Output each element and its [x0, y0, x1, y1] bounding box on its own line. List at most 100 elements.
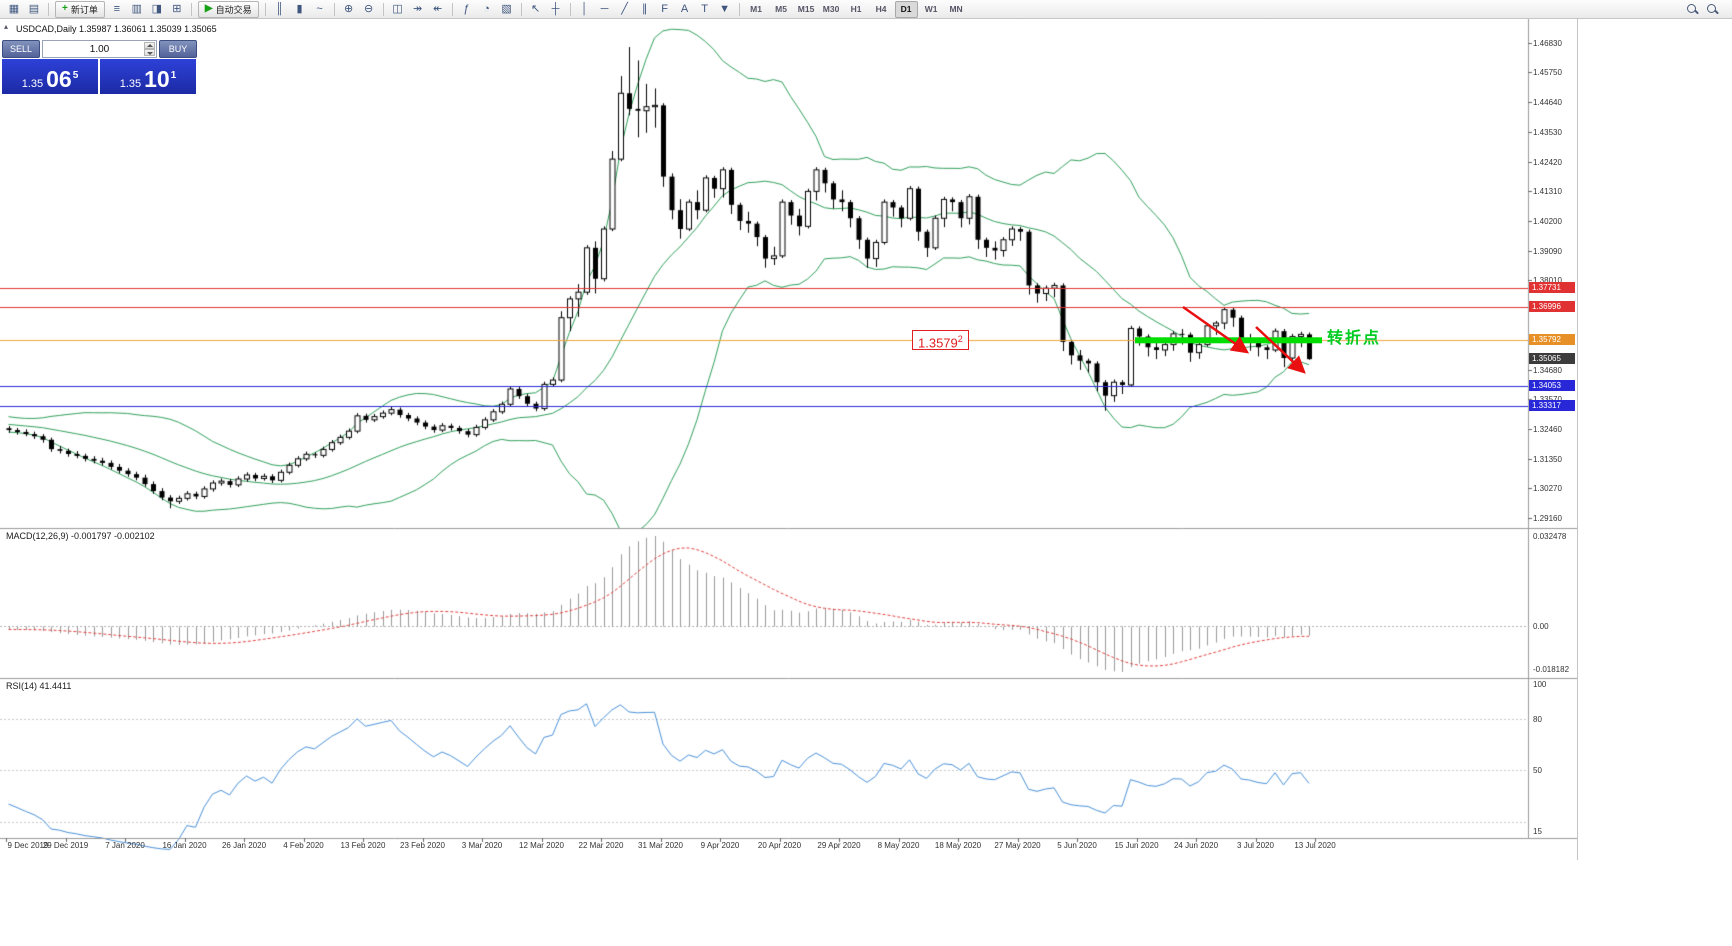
timeframe-m30[interactable]: M30	[822, 4, 840, 14]
plus-icon: +	[62, 3, 68, 14]
macd-scale-min: -0.018182	[1533, 665, 1570, 674]
indicators-icon[interactable]: ƒ	[463, 3, 470, 15]
price-axis-tick: 1.30270	[1533, 484, 1562, 494]
rsi-scale-100: 100	[1533, 680, 1547, 689]
buy-button[interactable]: BUY	[159, 40, 197, 58]
price-callout[interactable]: 1.35792	[912, 330, 969, 350]
auto-scroll-icon[interactable]: ↠	[412, 3, 423, 15]
cursor-icon[interactable]: ↖	[530, 3, 541, 15]
shapes-dropdown-icon[interactable]: ▼	[719, 3, 731, 15]
price-axis-tick: 1.42420	[1533, 157, 1562, 167]
price-callout-sup: 2	[957, 334, 963, 344]
price-axis-tick: 1.32460	[1533, 425, 1562, 435]
toolbar-separator	[264, 2, 266, 16]
zoom-in-icon[interactable]: ⊕	[343, 3, 354, 15]
crosshair-icon[interactable]: ┼	[551, 3, 560, 15]
autotrading-button[interactable]: ▶ 自动交易	[197, 0, 259, 18]
channel-icon[interactable]: ∥	[641, 3, 648, 15]
price-axis-tick: 1.41310	[1533, 187, 1562, 197]
line-chart-icon[interactable]: ~	[316, 3, 323, 15]
price-axis-tick: 1.39090	[1533, 247, 1562, 257]
chart-shift-icon[interactable]: ↞	[432, 3, 443, 15]
timeframe-m5[interactable]: M5	[775, 4, 787, 14]
price-axis-tick: 1.34680	[1533, 365, 1562, 375]
timeframe-mn[interactable]: MN	[949, 4, 963, 14]
rsi-indicator-label: RSI(14) 41.4411	[6, 681, 72, 691]
trend-arrow[interactable]	[1182, 305, 1250, 354]
market-watch-icon[interactable]: ≡	[113, 3, 121, 15]
one-click-trading-panel: SELL 1.00 BUY 1.35 06 5 1.35 10 1	[2, 40, 197, 94]
toolbar-separator	[382, 2, 384, 16]
timeframe-d1[interactable]: D1	[894, 0, 918, 18]
timeframe-h4[interactable]: H4	[875, 4, 887, 14]
candlestick-chart-icon[interactable]: ▮	[296, 3, 303, 15]
terminal-icon[interactable]: ⊞	[172, 3, 182, 15]
chart-title: USDCAD,Daily 1.35987 1.36061 1.35039 1.3…	[16, 24, 217, 34]
autotrading-button-label: 自动交易	[215, 4, 252, 15]
date-axis-label: 4 Feb 2020	[283, 841, 324, 850]
data-window-icon[interactable]: ▥	[131, 3, 143, 15]
date-axis-label: 15 Jun 2020	[1114, 841, 1159, 850]
buy-price-prefix: 1.35	[119, 77, 142, 90]
price-tag-1.37731: 1.37731	[1529, 281, 1575, 293]
timeframe-h1[interactable]: H1	[850, 4, 862, 14]
buy-price-box[interactable]: 1.35 10 1	[100, 59, 196, 94]
new-order-button[interactable]: + 新订单	[55, 0, 105, 18]
label-icon[interactable]: T	[701, 3, 708, 15]
vertical-line-icon[interactable]: │	[581, 3, 589, 15]
price-tag-1.35792: 1.35792	[1529, 333, 1575, 345]
sell-price-sup: 5	[72, 70, 79, 81]
trendline-icon[interactable]: ╱	[621, 3, 628, 15]
trend-arrow[interactable]	[1255, 326, 1306, 374]
date-axis-label: 13 Jul 2020	[1294, 841, 1336, 850]
macd-scale-max: 0.032478	[1533, 532, 1567, 541]
date-axis-label: 20 Apr 2020	[757, 841, 802, 850]
price-axis-tick: 1.44640	[1533, 97, 1562, 107]
sell-button[interactable]: SELL	[2, 40, 40, 58]
templates-icon[interactable]: ▧	[501, 3, 512, 15]
price-axis-tick: 1.43530	[1533, 127, 1562, 137]
drawn-objects-overlay	[1135, 305, 1322, 374]
volume-spinner	[144, 42, 155, 56]
toolbar-separator	[451, 2, 453, 16]
toolbar-right-group	[1682, 1, 1722, 17]
price-axis-tick: 1.45750	[1533, 68, 1562, 78]
timeframe-w1[interactable]: W1	[924, 4, 938, 14]
current-price-tag: 1.35065	[1529, 353, 1575, 365]
price-axis-tick: 1.38010	[1533, 276, 1562, 286]
date-axis-label: 23 Feb 2020	[400, 841, 445, 850]
tile-windows-icon[interactable]: ◫	[392, 3, 403, 15]
volume-up-arrow[interactable]	[144, 42, 155, 49]
volume-input[interactable]: 1.00	[42, 40, 157, 58]
date-axis-label: 27 May 2020	[994, 841, 1041, 850]
new-order-button-label: 新订单	[70, 4, 98, 15]
price-axis-tick: 1.40200	[1533, 217, 1562, 227]
search-symbol-icon[interactable]	[1684, 1, 1700, 17]
chart-profiles-icon[interactable]: ▤	[28, 3, 40, 15]
price-axis-tick: 1.31350	[1533, 455, 1562, 465]
periods-icon[interactable]: ◔	[483, 3, 490, 15]
quick-search-icon[interactable]	[1704, 1, 1720, 17]
chart-window[interactable]: ▴ USDCAD,Daily 1.35987 1.36061 1.35039 1…	[0, 19, 1578, 860]
volume-down-arrow[interactable]	[144, 49, 155, 56]
price-chart-canvas[interactable]	[0, 19, 1577, 860]
horizontal-line-icon[interactable]: ─	[600, 3, 609, 15]
one-click-collapse-caret[interactable]: ▴	[4, 22, 9, 31]
date-axis-label: 9 Apr 2020	[700, 841, 740, 850]
price-callout-text: 1.3579	[918, 335, 958, 351]
bar-chart-icon[interactable]: ║	[275, 3, 284, 15]
volume-value[interactable]: 1.00	[89, 43, 110, 55]
new-chart-icon[interactable]: ▦	[8, 3, 20, 15]
sell-price-box[interactable]: 1.35 06 5	[2, 59, 98, 94]
timeframe-m15[interactable]: M15	[797, 4, 815, 14]
timeframe-m1[interactable]: M1	[750, 4, 762, 14]
toolbar-separator	[520, 2, 522, 16]
date-axis-label: 12 Mar 2020	[519, 841, 564, 850]
navigator-icon[interactable]: ◨	[151, 3, 163, 15]
date-axis-label: 13 Feb 2020	[340, 841, 386, 850]
turning-point-label[interactable]: 转折点	[1327, 330, 1382, 347]
text-icon[interactable]: A	[680, 3, 689, 15]
fibonacci-icon[interactable]: F	[661, 3, 668, 15]
zoom-out-icon[interactable]: ⊖	[363, 3, 374, 15]
date-axis-label: 5 Jun 2020	[1057, 841, 1097, 850]
